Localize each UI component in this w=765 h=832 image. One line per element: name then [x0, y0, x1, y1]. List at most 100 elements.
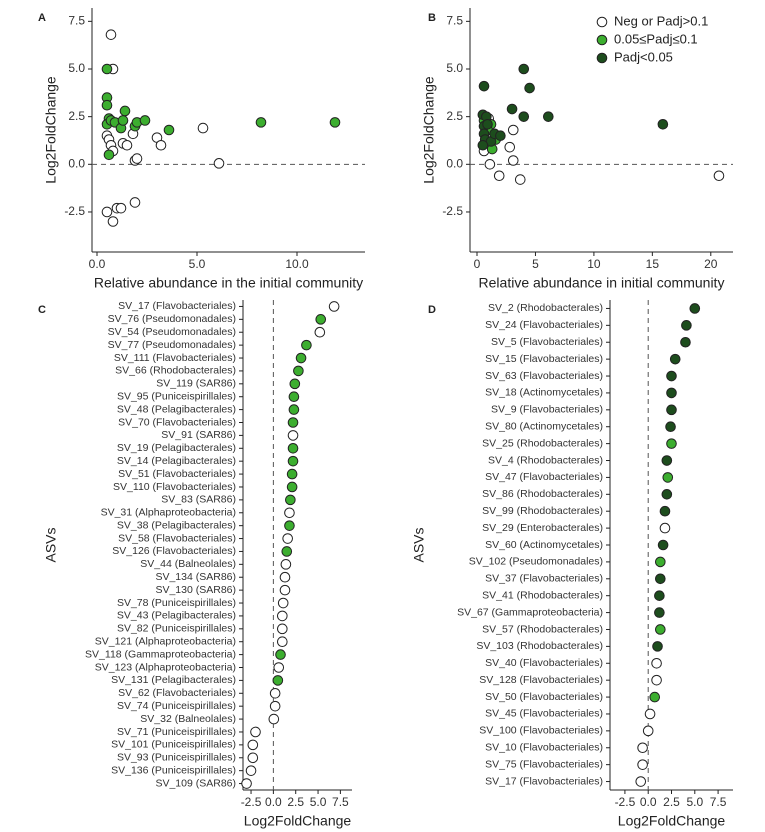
category-label: SV_102 (Pseudomonadales): [469, 556, 603, 568]
category-label: SV_60 (Actinomycetales): [485, 539, 603, 551]
y-tick-label: -2.5: [442, 204, 463, 218]
legend-label: 0.05≤Padj≤0.1: [614, 31, 698, 46]
y-tick-label: 7.5: [446, 14, 463, 28]
point: [655, 573, 666, 585]
y-tick-label: -2.5: [64, 204, 85, 218]
category-label: SV_51 (Flavobacteriales): [118, 468, 236, 480]
point: [657, 539, 669, 551]
category-label: SV_18 (Actinomycetales): [485, 387, 603, 399]
y-axis-label: Log2FoldChange: [421, 76, 437, 184]
point: [247, 739, 259, 751]
legend-label: Neg or Padj>0.1: [614, 13, 708, 28]
category-label: SV_63 (Flavobacteriales): [485, 370, 603, 382]
point: [328, 301, 340, 312]
point: [504, 141, 516, 153]
category-label: SV_83 (SAR86): [161, 494, 236, 506]
category-label: SV_57 (Rhodobacterales): [482, 623, 603, 635]
category-label: SV_77 (Pseudomonadales): [108, 339, 236, 351]
category-label: SV_75 (Flavobacteriales): [485, 758, 603, 770]
point: [681, 320, 692, 331]
point: [101, 99, 113, 111]
category-label: SV_74 (Puniceispirillales): [117, 700, 236, 712]
category-label: SV_2 (Rhodobacterales): [488, 302, 603, 314]
legend-label: Padj<0.05: [614, 49, 673, 64]
point: [282, 533, 293, 544]
category-label: SV_24 (Flavobacteriales): [485, 319, 603, 331]
point: [661, 489, 673, 500]
point: [495, 130, 506, 142]
category-label: SV_15 (Flavobacteriales): [485, 353, 603, 365]
point: [286, 468, 298, 480]
category-label: SV_43 (Pelagibacterales): [117, 610, 236, 622]
y-axis-label: Log2FoldChange: [43, 76, 59, 184]
point: [213, 158, 225, 169]
point: [286, 481, 298, 493]
point: [268, 713, 280, 725]
point: [284, 507, 295, 519]
category-label: SV_95 (Puniceispirillales): [117, 390, 236, 402]
legend-marker: [596, 16, 608, 28]
category-label: SV_5 (Flavobacteriales): [491, 336, 603, 348]
point: [163, 124, 175, 136]
category-label: SV_119 (SAR86): [156, 378, 236, 390]
category-label: SV_25 (Rhodobacterales): [482, 437, 603, 449]
point: [637, 742, 648, 754]
point: [281, 546, 293, 557]
category-label: SV_123 (Alphaproteobacteria): [95, 661, 236, 673]
point: [649, 691, 661, 703]
panel-label: C: [38, 304, 46, 316]
category-label: SV_31 (Alphaproteobacteria): [101, 507, 236, 519]
point: [689, 303, 701, 314]
point: [644, 708, 656, 720]
category-label: SV_66 (Rhodobacterales): [115, 365, 236, 377]
category-label: SV_111 (Flavobacteriales): [114, 352, 236, 364]
point: [507, 124, 519, 136]
panel-label: A: [38, 12, 46, 24]
point: [478, 80, 490, 92]
point: [642, 725, 654, 737]
point: [287, 442, 299, 454]
point: [287, 417, 299, 428]
point: [651, 674, 662, 686]
point: [329, 117, 341, 128]
point: [657, 118, 669, 130]
category-label: SV_9 (Flavobacteriales): [491, 404, 603, 416]
point: [269, 700, 281, 712]
point: [506, 103, 518, 115]
category-label: SV_32 (Balneolales): [140, 713, 236, 725]
point: [654, 590, 665, 601]
category-label: SV_47 (Flavobacteriales): [485, 471, 603, 483]
point: [115, 202, 127, 214]
category-label: SV_103 (Rhodobacterales): [476, 640, 603, 652]
x-tick-label: 0.0: [265, 795, 282, 809]
point: [543, 111, 554, 122]
point: [666, 438, 677, 449]
point: [250, 726, 261, 738]
point: [277, 597, 289, 609]
category-label: SV_44 (Balneolales): [140, 558, 236, 570]
legend-marker: [596, 52, 608, 64]
category-label: SV_130 (SAR86): [155, 584, 236, 596]
y-axis-label: ASVs: [411, 527, 427, 562]
point: [277, 610, 288, 622]
point: [518, 111, 530, 122]
x-tick-label: 5.0: [686, 795, 703, 809]
y-tick-label: 0.0: [446, 156, 463, 170]
y-tick-label: 7.5: [68, 14, 85, 28]
category-label: SV_118 (Gammaproteobacteria): [85, 648, 236, 660]
category-label: SV_136 (Puniceispirillales): [111, 764, 236, 776]
point: [273, 662, 285, 673]
x-tick-label: 2.5: [287, 795, 304, 809]
point: [287, 455, 299, 467]
category-label: SV_10 (Flavobacteriales): [485, 742, 603, 754]
point: [287, 430, 299, 441]
point: [277, 623, 288, 635]
category-label: SV_48 (Pelagibacterales): [117, 403, 236, 415]
y-tick-label: 2.5: [68, 109, 85, 123]
category-label: SV_109 (SAR86): [155, 777, 236, 789]
point: [280, 559, 292, 570]
x-tick-label: 7.5: [332, 795, 349, 809]
category-label: SV_29 (Enterobacterales): [482, 522, 603, 534]
x-tick-label: 10: [587, 257, 601, 271]
x-axis-label: Relative abundance in initial community: [479, 275, 725, 291]
